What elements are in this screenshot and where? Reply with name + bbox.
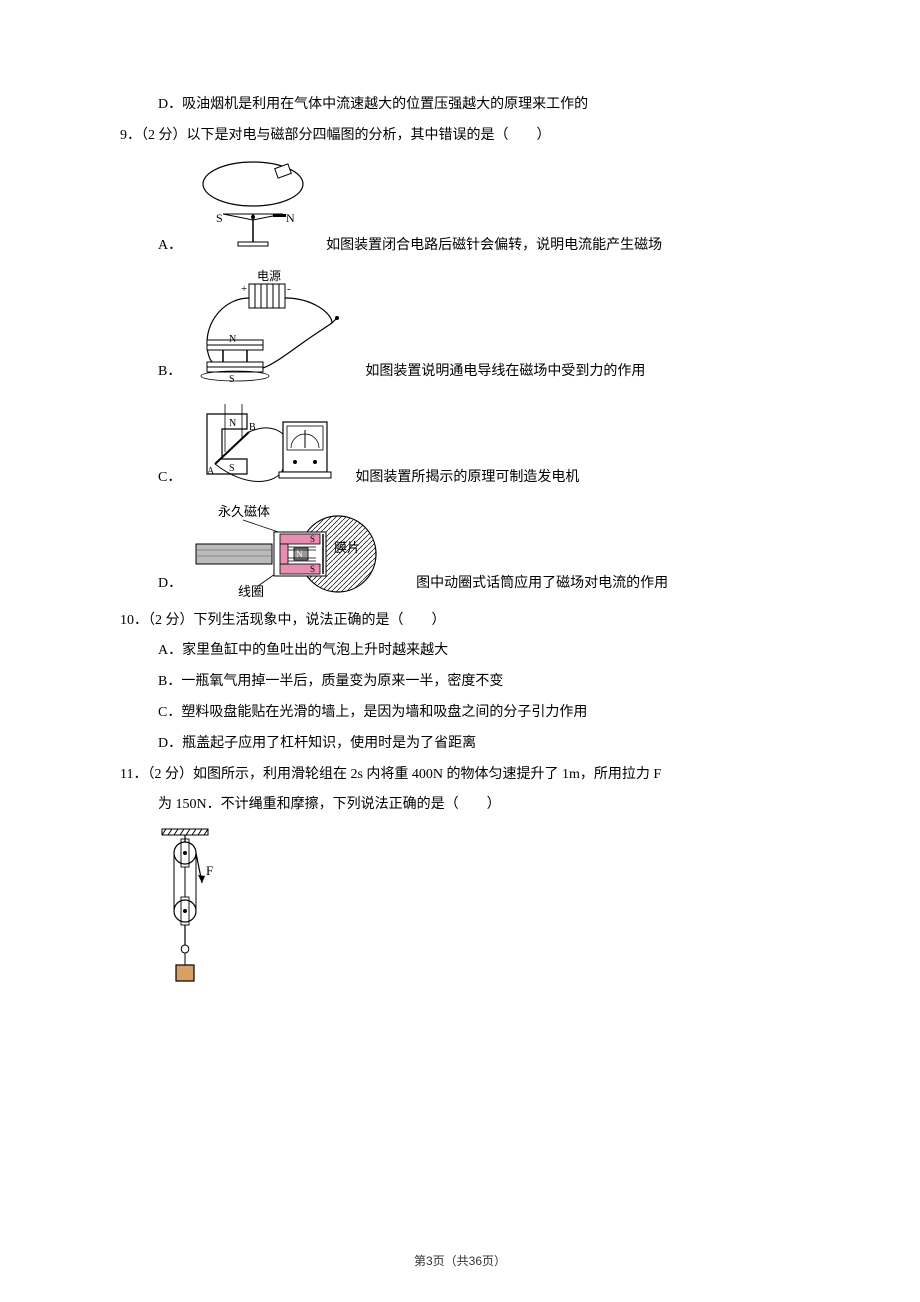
q10-a-text: 家里鱼缸中的鱼吐出的气泡上升时越来越大: [182, 643, 448, 658]
q10-c-text: 塑料吸盘能贴在光滑的墙上，是因为墙和吸盘之间的分子引力作用: [181, 705, 587, 720]
q9-stem: 9．（2 分）以下是对电与磁部分四幅图的分析，其中错误的是（ ）: [120, 121, 800, 152]
footer-current-page: 3: [426, 1254, 433, 1268]
q10-num: 10．: [120, 613, 148, 628]
q10-option-a: A．家里鱼缸中的鱼吐出的气泡上升时越来越大: [120, 636, 800, 667]
q9-a-letter: A．: [158, 231, 182, 262]
q10-b-letter: B．: [158, 674, 181, 689]
svg-text:S: S: [310, 564, 315, 574]
q10-c-letter: C．: [158, 705, 181, 720]
footer-pre: 第: [414, 1254, 426, 1268]
q9-option-c: C． N S A B 如图装置所揭示的原理可制造发电机: [120, 394, 800, 494]
svg-text:S: S: [229, 374, 235, 385]
prev-option-d: D．吸油烟机是利用在气体中流速越大的位置压强越大的原理来工作的: [120, 90, 800, 121]
svg-text:-: -: [287, 283, 291, 295]
svg-text:永久磁体: 永久磁体: [218, 504, 270, 519]
prev-d-text: 吸油烟机是利用在气体中流速越大的位置压强越大的原理来工作的: [182, 97, 588, 112]
svg-text:电源: 电源: [257, 269, 281, 283]
q9-stem-text: 以下是对电与磁部分四幅图的分析，其中错误的是（ ）: [187, 128, 551, 143]
q9-figure-d: 永久磁体 线圈 膜片: [188, 500, 408, 600]
q9-figure-c: N S A B: [187, 394, 347, 494]
svg-text:S: S: [229, 463, 235, 474]
svg-text:A: A: [207, 466, 215, 477]
q11-figure: F: [120, 825, 800, 995]
q9-option-b: B． 电源 + - N S: [120, 268, 800, 388]
q11-num: 11．: [120, 767, 147, 782]
q11-stem-text-b: 为 150N．不计绳重和摩擦，下列说法正确的是（ ）: [158, 797, 501, 812]
q9-figure-b: 电源 + - N S: [187, 268, 357, 388]
svg-text:N: N: [286, 211, 295, 225]
q11-stem-text-a: 如图所示，利用滑轮组在 2s 内将重 400N 的物体匀速提升了 1m，所用拉力…: [193, 767, 661, 782]
svg-text:S: S: [216, 211, 223, 225]
q9-figure-a: S N: [188, 152, 318, 262]
q10-d-text: 瓶盖起子应用了杠杆知识，使用时是为了省距离: [182, 736, 476, 751]
q10-a-letter: A．: [158, 643, 182, 658]
prev-d-letter: D．: [158, 97, 182, 112]
q10-stem-text: 下列生活现象中，说法正确的是（ ）: [194, 613, 446, 628]
q9-d-letter: D．: [158, 569, 182, 600]
q11-points: （2 分）: [147, 767, 193, 782]
q9-option-a: A． S N 如图装置闭合电路后磁针会偏转，说明电流能产生磁场: [120, 152, 800, 262]
q10-option-c: C．塑料吸盘能贴在光滑的墙上，是因为墙和吸盘之间的分子引力作用: [120, 698, 800, 729]
svg-text:F: F: [206, 863, 213, 878]
q10-d-letter: D．: [158, 736, 182, 751]
q9-d-text: 图中动圈式话筒应用了磁场对电流的作用: [416, 569, 668, 600]
page-footer: 第3页（共36页）: [0, 1248, 920, 1274]
q11-stem-line1: 11．（2 分）如图所示，利用滑轮组在 2s 内将重 400N 的物体匀速提升了…: [120, 760, 800, 791]
q9-b-letter: B．: [158, 357, 181, 388]
footer-total-pages: 36: [469, 1254, 482, 1268]
q9-a-text: 如图装置闭合电路后磁针会偏转，说明电流能产生磁场: [326, 231, 662, 262]
q9-b-text: 如图装置说明通电导线在磁场中受到力的作用: [365, 357, 645, 388]
q9-points: （2 分）: [141, 128, 187, 143]
q9-c-letter: C．: [158, 463, 181, 494]
q10-stem: 10．（2 分）下列生活现象中，说法正确的是（ ）: [120, 606, 800, 637]
q10-b-text: 一瓶氧气用掉一半后，质量变为原来一半，密度不变: [181, 674, 503, 689]
svg-text:+: +: [241, 283, 247, 295]
svg-text:N: N: [229, 418, 236, 429]
svg-text:S: S: [310, 534, 315, 544]
footer-mid: 页（共: [433, 1254, 469, 1268]
q10-points: （2 分）: [148, 613, 194, 628]
q9-c-text: 如图装置所揭示的原理可制造发电机: [355, 463, 579, 494]
q9-option-d: D． 永久磁体 线圈 膜片: [120, 500, 800, 600]
q9-num: 9．: [120, 128, 141, 143]
svg-text:N: N: [296, 549, 303, 559]
q10-option-b: B．一瓶氧气用掉一半后，质量变为原来一半，密度不变: [120, 667, 800, 698]
footer-post: 页）: [482, 1254, 506, 1268]
svg-text:线圈: 线圈: [238, 584, 264, 599]
q10-option-d: D．瓶盖起子应用了杠杆知识，使用时是为了省距离: [120, 729, 800, 760]
svg-text:N: N: [229, 334, 236, 345]
q11-stem-line2: 为 150N．不计绳重和摩擦，下列说法正确的是（ ）: [120, 790, 800, 821]
